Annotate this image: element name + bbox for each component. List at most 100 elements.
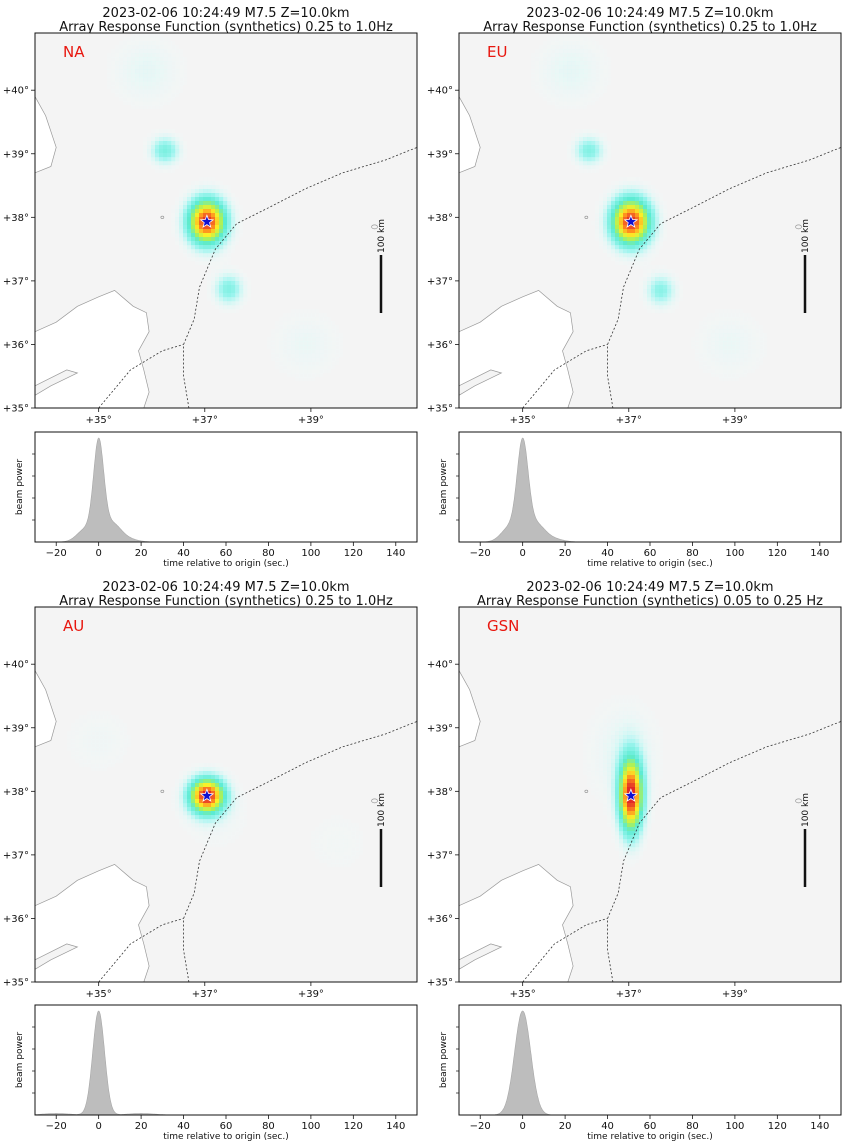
heatmap-cell xyxy=(599,771,604,776)
heatmap-cell xyxy=(719,353,724,358)
heatmap-cell xyxy=(187,209,192,214)
heatmap-cell xyxy=(179,153,184,158)
heatmap-cell xyxy=(131,65,136,70)
heatmap-cell xyxy=(599,791,604,796)
heatmap-cell xyxy=(171,229,176,234)
heatmap-cell xyxy=(319,337,324,342)
heatmap-cell xyxy=(123,97,128,102)
heatmap-cell xyxy=(195,197,200,202)
heatmap-cell xyxy=(215,807,220,812)
heatmap-cell xyxy=(627,855,632,860)
heatmap-cell xyxy=(131,49,136,54)
heatmap-cell xyxy=(199,205,204,210)
heatmap-cell xyxy=(651,735,656,740)
heatmap-cell xyxy=(143,141,148,146)
heatmap-cell xyxy=(627,779,632,784)
heatmap-cell xyxy=(211,189,216,194)
fault-line xyxy=(183,721,418,983)
heatmap-cell xyxy=(651,807,656,812)
heatmap-cell xyxy=(635,747,640,752)
heatmap-cell xyxy=(571,141,576,146)
heatmap-cell xyxy=(615,831,620,836)
heatmap-cell xyxy=(627,197,632,202)
heatmap-cell xyxy=(639,839,644,844)
heatmap-cell xyxy=(203,197,208,202)
heatmap-cell xyxy=(647,285,652,290)
heatmap-cell xyxy=(307,333,312,338)
heatmap-cell xyxy=(611,819,616,824)
heatmap-cell xyxy=(339,831,344,836)
heatmap-cell xyxy=(603,715,608,720)
heatmap-cell xyxy=(195,823,200,828)
heatmap-cell xyxy=(611,225,616,230)
heatmap-cell xyxy=(663,281,668,286)
heatmap-cell xyxy=(195,245,200,250)
heatmap-cell xyxy=(207,257,212,262)
heatmap-cell xyxy=(707,313,712,318)
heatmap-cell xyxy=(599,197,604,202)
heatmap-cell xyxy=(219,241,224,246)
heatmap-cell xyxy=(235,217,240,222)
heatmap-cell xyxy=(707,329,712,334)
heatmap-cell xyxy=(563,69,568,74)
heatmap-cell xyxy=(175,149,180,154)
heatmap-cell xyxy=(567,145,572,150)
heatmap-cell xyxy=(715,353,720,358)
heatmap-cell xyxy=(119,759,124,764)
heatmap-cell xyxy=(723,329,728,334)
heatmap-cell xyxy=(311,353,316,358)
heatmap-cell xyxy=(623,807,628,812)
heatmap-cell xyxy=(295,349,300,354)
heatmap-cell xyxy=(639,297,644,302)
heatmap-cell xyxy=(291,333,296,338)
heatmap-cell xyxy=(355,851,360,856)
heatmap-cell xyxy=(99,711,104,716)
heatmap-cell xyxy=(215,289,220,294)
heatmap-cell xyxy=(659,197,664,202)
heatmap-cell xyxy=(283,313,288,318)
heatmap-cell xyxy=(655,301,660,306)
heatmap-cell xyxy=(327,847,332,852)
heatmap-cell xyxy=(659,205,664,210)
heatmap-cell xyxy=(655,189,660,194)
heatmap xyxy=(67,711,364,868)
heatmap-cell xyxy=(611,811,616,816)
heatmap-cell xyxy=(599,141,604,146)
heatmap-cell xyxy=(639,735,644,740)
heatmap-cell xyxy=(571,41,576,46)
heatmap-cell xyxy=(315,325,320,330)
heatmap-cell xyxy=(659,217,664,222)
heatmap-cell xyxy=(91,723,96,728)
heatmap-cell xyxy=(655,735,660,740)
heatmap-cell xyxy=(211,201,216,206)
heatmap-cell xyxy=(123,85,128,90)
heatmap-cell xyxy=(631,193,636,198)
heatmap-cell xyxy=(203,253,208,258)
heatmap-cell xyxy=(595,771,600,776)
heatmap-cell xyxy=(219,189,224,194)
heatmap-cell xyxy=(651,767,656,772)
heatmap-cell xyxy=(659,727,664,732)
heatmap-cell xyxy=(603,49,608,54)
heatmap-cell xyxy=(627,185,632,190)
heatmap-cell xyxy=(635,213,640,218)
heatmap-cell xyxy=(619,253,624,258)
heatmap-cell xyxy=(751,357,756,362)
heatmap-cell xyxy=(275,341,280,346)
heatmap-cell xyxy=(315,341,320,346)
heatmap-cell xyxy=(111,755,116,760)
heatmap-cell xyxy=(167,37,172,42)
heatmap-cell xyxy=(643,225,648,230)
heatmap xyxy=(107,33,344,382)
heatmap-cell xyxy=(155,101,160,106)
heatmap-cell xyxy=(623,245,628,250)
heatmap-cell xyxy=(591,221,596,226)
heatmap-cell xyxy=(327,855,332,860)
heatmap-cell xyxy=(663,269,668,274)
heatmap-cell xyxy=(599,767,604,772)
heatmap-cell xyxy=(643,205,648,210)
heatmap-cell xyxy=(631,265,636,270)
heatmap-cell xyxy=(247,285,252,290)
heatmap-cell xyxy=(559,61,564,66)
heatmap-cell xyxy=(179,787,184,792)
